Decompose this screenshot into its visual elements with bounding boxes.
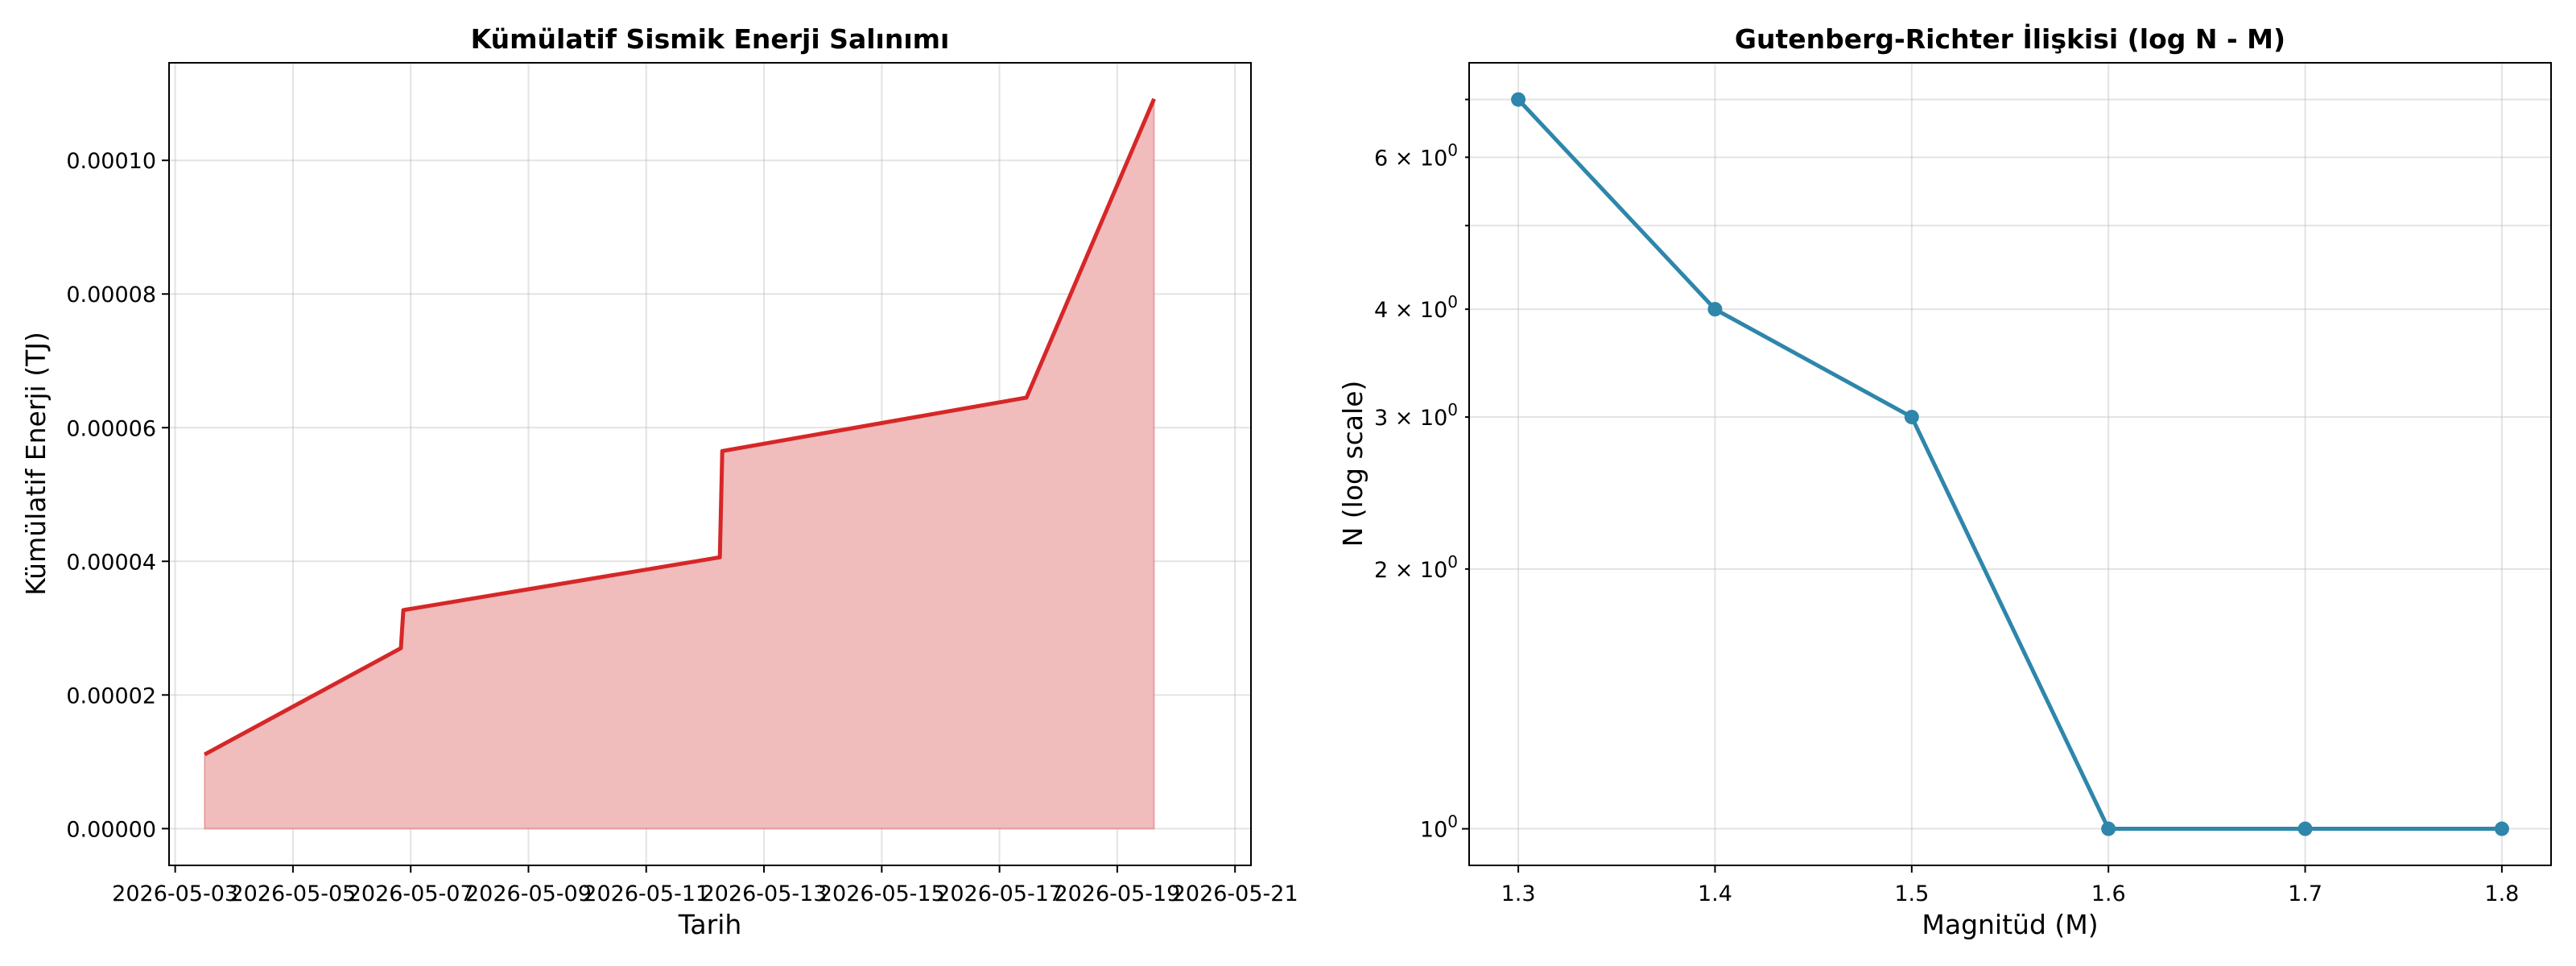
left-x-tick-label: 2026-05-13 [701, 881, 828, 906]
left-y-tick-label: 0.00002 [66, 683, 156, 708]
left-y-tick-label: 0.00010 [66, 149, 156, 174]
left-y-tick-label: 0.00008 [66, 283, 156, 308]
right-ticks: 1.3 1.4 1.5 1.6 1.7 1.8 100 2 × 100 3 × 100 4 × 1… [1374, 98, 2519, 906]
data-point-marker [2297, 821, 2313, 836]
gutenberg-richter-line [1517, 97, 2502, 832]
left-y-tick-label: 0.00006 [66, 416, 156, 441]
left-axes-frame [168, 62, 1252, 866]
right-markers [1511, 92, 2509, 836]
left-x-axis-label: Tarih [678, 909, 742, 940]
right-axes-frame [1468, 62, 2552, 866]
left-chart-title: Kümülatif Sismik Enerji Salınımı [471, 23, 950, 55]
data-point-marker [1511, 92, 1526, 107]
left-x-tick-label: 2026-05-15 [819, 881, 945, 906]
data-point-marker [1707, 302, 1723, 317]
left-x-tick-label: 2026-05-11 [583, 881, 709, 906]
left-y-tick-label: 0.00000 [66, 817, 156, 842]
cumulative-energy-line [204, 97, 1156, 757]
left-x-tick-label: 2026-05-19 [1054, 881, 1180, 906]
right-y-tick-label: 100 [1420, 812, 1458, 843]
right-x-axis-label: Magnitüd (M) [1922, 909, 2098, 940]
data-point-marker [1904, 410, 1919, 425]
right-y-tick-label: 2 × 100 [1374, 552, 1458, 583]
right-x-tick-label: 1.8 [2484, 881, 2519, 906]
right-x-tick-label: 1.5 [1894, 881, 1929, 906]
right-x-tick-label: 1.7 [2288, 881, 2322, 906]
data-point-marker [2494, 821, 2509, 836]
left-y-tick-label: 0.00004 [66, 550, 156, 575]
right-x-tick-label: 1.4 [1698, 881, 1732, 906]
cumulative-energy-panel: 2026-05-032026-05-052026-05-072026-05-09… [20, 23, 1298, 940]
right-y-tick-label: 4 × 100 [1374, 292, 1458, 323]
right-y-tick-label: 3 × 100 [1374, 400, 1458, 431]
data-point-marker [2101, 821, 2116, 836]
left-x-tick-label: 2026-05-07 [348, 881, 474, 906]
left-x-tick-label: 2026-05-03 [112, 881, 238, 906]
gutenberg-richter-panel: 1.3 1.4 1.5 1.6 1.7 1.8 100 2 × 100 3 × 100 4 × 1… [1337, 23, 2552, 940]
right-x-tick-label: 1.6 [2091, 881, 2126, 906]
right-y-tick-label: 6 × 100 [1374, 140, 1458, 171]
left-ticks: 2026-05-032026-05-052026-05-072026-05-09… [66, 149, 1298, 906]
left-x-tick-label: 2026-05-05 [229, 881, 356, 906]
left-y-axis-label: Kümülatif Enerji (TJ) [20, 332, 52, 596]
right-y-axis-label: N (log scale) [1337, 381, 1368, 547]
left-x-tick-label: 2026-05-17 [936, 881, 1063, 906]
right-x-tick-label: 1.3 [1501, 881, 1536, 906]
left-x-tick-label: 2026-05-09 [465, 881, 592, 906]
right-chart-title: Gutenberg-Richter İlişkisi (log N - M) [1735, 23, 2285, 55]
left-x-tick-label: 2026-05-21 [1172, 881, 1298, 906]
